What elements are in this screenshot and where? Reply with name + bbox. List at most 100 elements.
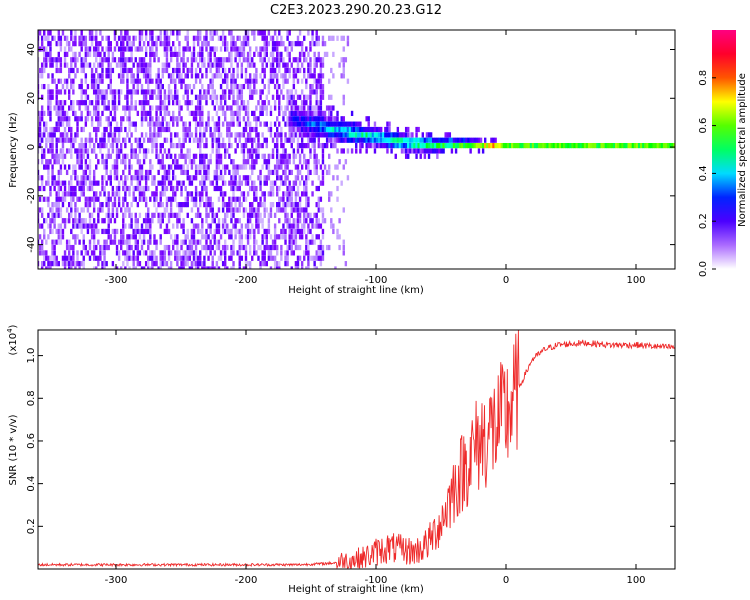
spectrogram-cell xyxy=(305,218,308,224)
spectrogram-cell xyxy=(242,153,246,159)
spectrogram-cell xyxy=(115,185,119,192)
spectrogram-cell xyxy=(113,100,117,106)
spectrogram-cell xyxy=(78,261,81,267)
spectrogram-cell xyxy=(105,46,108,52)
spectrogram-cell xyxy=(221,191,225,197)
spectrogram-cell xyxy=(174,132,177,138)
spectrogram-cell xyxy=(178,137,181,143)
spectrogram-cell xyxy=(88,180,92,186)
spectrogram-cell xyxy=(109,196,112,202)
spectrogram-cell xyxy=(147,62,150,68)
spectrogram-cell xyxy=(132,185,135,192)
spectrogram-cell xyxy=(120,67,123,74)
spectrogram-cell xyxy=(128,169,131,176)
spectrogram-cell xyxy=(288,89,291,95)
spectrogram-cell xyxy=(70,132,73,138)
spectrogram-cell xyxy=(292,202,296,208)
spectrogram-cell xyxy=(226,132,229,138)
spectrogram-cell xyxy=(513,142,516,149)
spectrogram-cell xyxy=(276,244,279,251)
spectrogram-cell xyxy=(315,164,318,170)
spectrogram-cell xyxy=(209,30,212,36)
spectrogram-cell xyxy=(199,164,202,170)
spectrogram-cell xyxy=(398,142,402,149)
spectrogram-cell xyxy=(286,202,289,208)
spectrogram-cell xyxy=(350,148,354,154)
spectrogram-cell xyxy=(276,73,279,79)
spectrogram-cell xyxy=(271,67,275,74)
spectrogram-cell xyxy=(230,175,233,181)
spectrogram-cell xyxy=(658,142,662,149)
spectrogram-cell xyxy=(196,207,200,213)
spectrogram-cell xyxy=(425,142,429,149)
spectrogram-cell xyxy=(107,46,110,52)
spectrogram-cell xyxy=(163,212,167,218)
spectrogram-cell xyxy=(371,142,375,149)
spectrogram-cell xyxy=(221,35,225,41)
spectrogram-cell xyxy=(76,153,79,159)
spectrogram-cell xyxy=(215,261,219,267)
spectrogram-cell xyxy=(201,164,204,170)
spectrogram-cell xyxy=(167,218,171,224)
spectrogram-cell xyxy=(153,137,156,143)
spectrogram-cell xyxy=(359,132,362,138)
spectrogram-cell xyxy=(72,137,75,143)
spectrogram-cell xyxy=(63,250,67,256)
spectrogram-cell xyxy=(167,228,171,235)
spectrogram-cell xyxy=(190,228,194,235)
spectrogram-cell xyxy=(246,261,250,267)
spectrogram-cell xyxy=(263,67,266,74)
spectrogram-cell xyxy=(309,153,312,159)
spectrogram-cell xyxy=(84,180,88,186)
spectrogram-cell xyxy=(186,94,189,100)
spectrogram-cell xyxy=(456,142,460,149)
spectrogram-cell xyxy=(278,57,281,63)
spectrogram-cell xyxy=(280,164,283,170)
spectrogram-cell xyxy=(78,185,81,192)
spectrogram-cell xyxy=(415,137,418,143)
spectrogram-cell xyxy=(90,83,94,90)
spectrogram-cell xyxy=(86,164,90,170)
spectrogram-cell xyxy=(321,94,325,100)
spectrogram-cell xyxy=(142,266,146,269)
spectrogram-cell xyxy=(246,41,250,47)
spectrogram-cell xyxy=(656,142,660,149)
spectrogram-cell xyxy=(517,142,520,149)
spectrogram-cell xyxy=(144,223,148,229)
spectrogram-cell xyxy=(90,121,94,127)
spectrogram-cell xyxy=(84,196,88,202)
spectrogram-cell xyxy=(303,180,306,186)
spectrogram-cell xyxy=(51,78,54,84)
spectrogram-cell xyxy=(282,228,285,235)
spectrogram-cell xyxy=(72,83,75,90)
spectrogram-cell xyxy=(328,196,331,202)
spectrogram-cell xyxy=(176,180,179,186)
spectrogram-cell xyxy=(273,266,277,269)
spectrogram-cell xyxy=(111,228,115,235)
spectrogram-cell xyxy=(130,67,133,74)
spectrogram-cell xyxy=(97,105,100,111)
spectrogram-cell xyxy=(97,207,100,213)
spectrogram-cell xyxy=(142,234,146,240)
spectrogram-cell xyxy=(140,105,144,111)
spectrogram-cell xyxy=(80,223,83,229)
spectrogram-cell xyxy=(151,132,154,138)
spectrogram-cell xyxy=(186,212,189,218)
spectrogram-cell xyxy=(338,121,341,127)
spectrogram-cell xyxy=(294,218,298,224)
spectrogram-cell xyxy=(251,110,254,117)
spectrogram-cell xyxy=(588,142,591,149)
spectrogram-cell xyxy=(70,180,73,186)
spectrogram-cell xyxy=(82,148,85,154)
spectrogram-cell xyxy=(473,142,476,149)
spectrogram-cell xyxy=(82,244,85,251)
spectrogram-cell xyxy=(259,218,262,224)
spectrogram-cell xyxy=(138,148,142,154)
spectrogram-cell xyxy=(40,196,44,202)
spectrogram-cell xyxy=(57,180,60,186)
spectrogram-cell xyxy=(65,83,69,90)
spectrogram-cell xyxy=(109,67,112,74)
spectrogram-cell xyxy=(338,244,341,251)
spectrogram-cell xyxy=(51,250,54,256)
spectrogram-cell xyxy=(238,57,241,63)
